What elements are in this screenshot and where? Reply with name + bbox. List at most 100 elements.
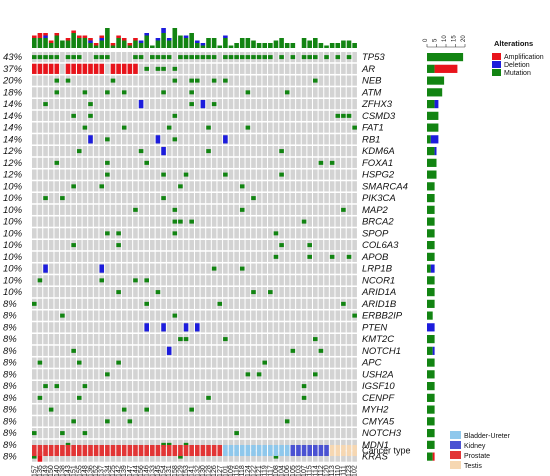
top-bar-mutation — [105, 28, 110, 48]
grid-cell — [228, 357, 234, 368]
grid-cell — [290, 110, 296, 121]
grid-cell — [133, 287, 138, 298]
mutation-mark — [60, 196, 65, 201]
grid-cell — [284, 275, 290, 286]
grid-cell — [121, 52, 127, 63]
grid-cell — [121, 263, 127, 274]
grid-cell — [138, 381, 144, 392]
grid-cell — [217, 134, 223, 145]
sample-label: 134 — [104, 465, 111, 476]
mutation-mark — [189, 78, 194, 83]
grid-cell — [268, 110, 273, 121]
grid-cell — [324, 228, 329, 239]
grid-cell — [150, 357, 155, 368]
mutation-mark — [76, 149, 82, 154]
grid-cell — [133, 240, 138, 251]
grid-cell — [116, 99, 121, 110]
row-percentage: 10% — [3, 217, 23, 228]
grid-cell — [172, 52, 178, 63]
grid-cell — [121, 146, 127, 157]
grid-cell — [239, 439, 245, 450]
grid-cell — [223, 345, 228, 356]
grid-cell — [256, 451, 262, 462]
grid-cell — [76, 310, 82, 321]
grid-cell — [234, 298, 239, 309]
grid-cell — [268, 75, 273, 86]
grid-cell — [144, 134, 149, 145]
grid-cell — [284, 204, 290, 215]
grid-cell — [223, 404, 228, 415]
grid-cell — [178, 63, 183, 74]
grid-cell — [341, 251, 346, 262]
grid-cell — [138, 298, 144, 309]
grid-cell — [223, 428, 228, 439]
grid-cell — [65, 193, 71, 204]
grid-cell — [65, 122, 71, 133]
grid-cell — [116, 157, 121, 168]
grid-cell — [161, 251, 166, 262]
grid-cell — [217, 204, 223, 215]
grid-cell — [48, 381, 54, 392]
grid-cell — [273, 204, 279, 215]
grid-cell — [290, 122, 296, 133]
row-percentage: 10% — [3, 205, 23, 216]
grid-cell — [93, 392, 99, 403]
grid-cell — [251, 381, 256, 392]
grid-cell — [346, 87, 352, 98]
grid-cell — [245, 287, 251, 298]
grid-cell — [82, 392, 88, 403]
grid-cell — [37, 416, 43, 427]
grid-cell — [110, 369, 116, 380]
mutation-mark — [239, 207, 245, 212]
grid-cell — [110, 428, 116, 439]
grid-cell — [71, 87, 76, 98]
grid-cell — [88, 345, 93, 356]
grid-cell — [37, 204, 43, 215]
grid-cell — [234, 240, 239, 251]
grid-cell — [88, 169, 93, 180]
grid-cell — [290, 334, 296, 345]
grid-cell — [245, 345, 251, 356]
grid-cell — [99, 322, 105, 333]
grid-cell — [194, 228, 200, 239]
grid-cell — [166, 75, 172, 86]
grid-cell — [144, 110, 149, 121]
grid-cell — [172, 240, 178, 251]
grid-cell — [172, 392, 178, 403]
top-bar-mutation — [48, 43, 54, 48]
grid-cell — [82, 52, 88, 63]
grid-cell — [93, 75, 99, 86]
grid-cell — [262, 322, 268, 333]
grid-cell — [296, 157, 301, 168]
side-bar-mutation — [427, 288, 435, 297]
grid-cell — [161, 181, 166, 192]
top-bar-amplification — [82, 35, 88, 38]
grid-cell — [189, 392, 194, 403]
grid-cell — [93, 134, 99, 145]
sample-label: 115 — [307, 465, 314, 476]
grid-cell — [296, 298, 301, 309]
grid-cell — [189, 204, 194, 215]
grid-cell — [268, 134, 273, 145]
grid-cell — [223, 110, 228, 121]
grid-cell — [60, 204, 65, 215]
grid-cell — [93, 451, 99, 462]
row-percentage: 18% — [3, 88, 23, 99]
mutation-mark — [318, 160, 324, 165]
grid-cell — [127, 87, 133, 98]
grid-cell — [284, 439, 290, 450]
grid-cell — [121, 134, 127, 145]
grid-cell — [194, 416, 200, 427]
grid-cell — [211, 369, 217, 380]
grid-cell — [268, 181, 273, 192]
sample-label: 105 — [290, 465, 297, 476]
grid-cell — [307, 357, 312, 368]
mutation-mark — [71, 243, 76, 248]
cancer-type-cell — [93, 445, 99, 456]
mutation-mark — [133, 278, 138, 283]
cancer-type-cell — [211, 445, 217, 456]
grid-cell — [116, 381, 121, 392]
grid-cell — [296, 251, 301, 262]
grid-cell — [76, 298, 82, 309]
